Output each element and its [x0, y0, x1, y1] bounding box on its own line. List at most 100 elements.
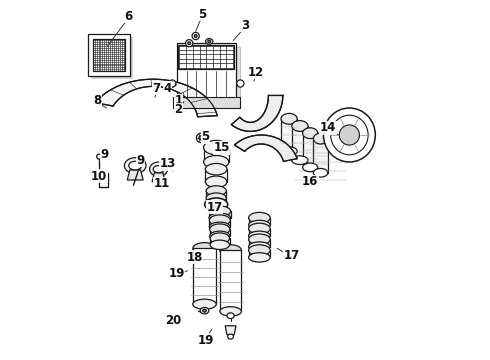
Ellipse shape [237, 80, 244, 87]
Ellipse shape [209, 222, 230, 231]
Text: 8: 8 [93, 94, 101, 107]
Ellipse shape [209, 213, 231, 222]
Ellipse shape [205, 163, 227, 175]
Ellipse shape [206, 39, 213, 44]
Polygon shape [127, 170, 143, 180]
Ellipse shape [199, 136, 203, 140]
Ellipse shape [314, 168, 328, 177]
Ellipse shape [339, 125, 360, 145]
Ellipse shape [209, 215, 230, 226]
Ellipse shape [206, 193, 226, 203]
Ellipse shape [248, 212, 270, 223]
Ellipse shape [124, 158, 146, 174]
Bar [176, 43, 236, 101]
Ellipse shape [228, 334, 233, 339]
Polygon shape [225, 326, 236, 335]
Ellipse shape [205, 198, 228, 211]
Polygon shape [152, 173, 165, 182]
Text: 20: 20 [165, 314, 181, 327]
Ellipse shape [206, 200, 226, 210]
Bar [193, 248, 216, 304]
Ellipse shape [210, 240, 229, 249]
Polygon shape [235, 135, 297, 161]
Text: 5: 5 [197, 8, 206, 21]
Text: 4: 4 [164, 82, 171, 95]
Ellipse shape [200, 307, 209, 314]
Bar [173, 97, 240, 108]
Ellipse shape [149, 162, 168, 176]
Text: 7: 7 [153, 82, 161, 95]
Ellipse shape [210, 233, 229, 244]
Text: 2: 2 [174, 103, 182, 116]
Ellipse shape [193, 243, 216, 254]
Ellipse shape [248, 223, 270, 234]
Ellipse shape [248, 220, 270, 230]
Text: 9: 9 [100, 148, 109, 161]
Text: 18: 18 [186, 251, 203, 264]
Ellipse shape [248, 234, 270, 245]
Text: 17: 17 [206, 201, 222, 213]
Text: 3: 3 [241, 19, 249, 32]
Text: 16: 16 [302, 175, 318, 188]
Bar [91, 37, 132, 78]
Polygon shape [231, 95, 283, 131]
Text: 19: 19 [197, 334, 214, 347]
Text: 5: 5 [201, 130, 210, 143]
Polygon shape [96, 79, 217, 117]
Ellipse shape [140, 159, 145, 165]
Bar [220, 250, 242, 311]
Ellipse shape [248, 242, 270, 251]
Ellipse shape [203, 309, 206, 312]
Ellipse shape [196, 133, 206, 143]
Text: 19: 19 [169, 267, 185, 280]
Ellipse shape [209, 206, 231, 217]
Ellipse shape [169, 80, 176, 87]
Bar [281, 119, 297, 151]
Bar [178, 45, 234, 69]
Ellipse shape [97, 154, 102, 159]
Text: 15: 15 [214, 141, 230, 154]
Ellipse shape [206, 186, 226, 196]
Ellipse shape [153, 166, 164, 173]
Text: 11: 11 [154, 177, 171, 190]
Ellipse shape [205, 176, 227, 188]
Text: 12: 12 [247, 66, 264, 78]
Bar [180, 47, 240, 104]
Ellipse shape [292, 121, 308, 131]
Ellipse shape [227, 313, 234, 319]
Ellipse shape [323, 108, 375, 162]
Text: 14: 14 [319, 121, 336, 134]
Ellipse shape [248, 253, 270, 262]
Ellipse shape [248, 231, 270, 240]
Ellipse shape [204, 140, 229, 155]
Ellipse shape [194, 35, 197, 37]
Ellipse shape [292, 156, 308, 165]
Text: 13: 13 [159, 157, 176, 170]
Ellipse shape [210, 231, 230, 240]
Text: 6: 6 [124, 10, 132, 23]
Ellipse shape [281, 113, 297, 124]
Bar [292, 126, 308, 160]
Text: 10: 10 [91, 170, 107, 183]
Text: 1: 1 [174, 94, 182, 107]
Ellipse shape [188, 42, 191, 45]
Ellipse shape [208, 40, 211, 43]
Ellipse shape [193, 299, 216, 309]
Ellipse shape [210, 224, 230, 235]
Bar [93, 39, 125, 71]
Bar [303, 133, 318, 167]
Ellipse shape [314, 133, 328, 144]
Text: 9: 9 [137, 154, 145, 167]
Bar [314, 139, 328, 173]
Ellipse shape [186, 40, 193, 47]
Ellipse shape [248, 245, 270, 256]
Ellipse shape [303, 163, 318, 172]
Bar [88, 34, 130, 76]
Text: 17: 17 [284, 249, 300, 262]
Ellipse shape [220, 245, 242, 256]
Ellipse shape [129, 161, 142, 170]
Ellipse shape [281, 147, 297, 156]
Ellipse shape [303, 128, 318, 139]
Ellipse shape [331, 115, 368, 155]
Ellipse shape [220, 307, 242, 316]
